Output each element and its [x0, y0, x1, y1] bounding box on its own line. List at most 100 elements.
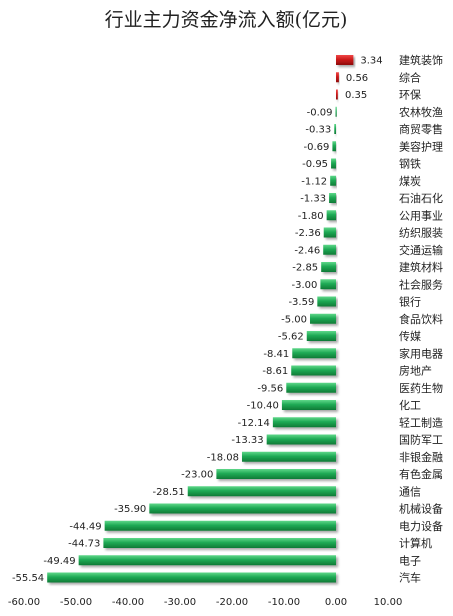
value-label-8: -1.33: [300, 194, 326, 205]
category-label-27: 电力设备: [399, 519, 443, 533]
value-label-0: 3.34: [360, 56, 382, 67]
x-axis: -60.00 -50.00 -40.00 -30.00 -20.00 -10.00 0.00…: [8, 597, 402, 608]
category-label-28: 计算机: [399, 536, 432, 550]
category-label-0: 建筑装饰: [399, 53, 443, 67]
bar-8: [329, 193, 336, 203]
category-label-14: 银行: [399, 295, 421, 309]
bar-4: [334, 124, 336, 134]
value-label-9: -1.80: [298, 211, 324, 222]
bar-12: [321, 262, 336, 272]
value-label-13: -3.00: [292, 280, 318, 291]
category-label-13: 社会服务: [399, 277, 443, 291]
category-label-19: 医药生物: [399, 381, 443, 395]
bar-18: [291, 365, 336, 376]
bar-17: [292, 348, 336, 359]
category-label-26: 机械设备: [399, 502, 443, 516]
value-label-7: -1.12: [301, 176, 327, 187]
category-label-10: 纺织服装: [399, 226, 443, 240]
category-label-22: 国防军工: [399, 433, 443, 447]
value-label-24: -23.00: [181, 470, 213, 481]
chart-title: 行业主力资金净流入额(亿元): [105, 9, 348, 31]
value-label-20: -10.40: [247, 401, 279, 412]
value-label-23: -18.08: [207, 452, 239, 463]
value-label-6: -0.95: [302, 159, 328, 170]
bar-21: [272, 417, 336, 428]
category-label-12: 建筑材料: [399, 260, 443, 274]
value-label-10: -2.36: [295, 228, 321, 239]
bar-10: [323, 227, 336, 238]
bar-2: [336, 89, 338, 100]
value-label-11: -2.46: [294, 245, 320, 256]
category-label-1: 综合: [399, 70, 421, 84]
category-label-21: 轻工制造: [399, 415, 443, 429]
x-tick-label-1: -50.00: [60, 597, 92, 608]
category-label-2: 环保: [399, 88, 421, 102]
bar-13: [320, 279, 336, 290]
value-label-12: -2.85: [292, 263, 318, 274]
category-label-8: 石油石化: [399, 191, 443, 205]
category-label-9: 公用事业: [399, 209, 443, 222]
x-tick-label-7: 10.00: [374, 597, 403, 608]
bar-26: [149, 503, 336, 514]
bar-22: [266, 434, 336, 445]
bar-29: [78, 555, 336, 566]
x-tick-label-5: -10.00: [268, 597, 300, 608]
bar-27: [104, 520, 336, 531]
value-label-4: -0.33: [305, 125, 331, 136]
category-label-30: 汽车: [399, 571, 421, 585]
bar-9: [326, 210, 336, 221]
bar-16: [306, 331, 336, 341]
value-label-27: -44.49: [69, 521, 101, 532]
category-label-16: 传媒: [399, 330, 421, 343]
x-tick-label-2: -40.00: [112, 597, 144, 608]
category-label-18: 房地产: [399, 364, 432, 378]
x-tick-label-3: -30.00: [164, 597, 196, 608]
category-label-3: 农林牧渔: [399, 105, 443, 119]
bar-24: [216, 469, 336, 479]
value-label-21: -12.14: [238, 418, 270, 429]
bar-3: [335, 106, 337, 117]
value-label-25: -28.51: [152, 487, 184, 498]
category-labels-layer: 建筑装饰综合环保农林牧渔商贸零售美容护理钢铁煤炭石油石化公用事业纺织服装交通运输…: [399, 53, 443, 585]
bar-25: [187, 486, 336, 497]
value-label-29: -49.49: [43, 556, 75, 567]
x-tick-label-0: -60.00: [8, 597, 40, 608]
value-label-5: -0.69: [304, 142, 330, 153]
bars-layer: [47, 55, 354, 583]
bar-19: [286, 382, 336, 393]
category-label-24: 有色金属: [399, 467, 443, 481]
value-label-28: -44.73: [68, 539, 100, 550]
bar-11: [323, 244, 336, 255]
category-label-4: 商贸零售: [399, 122, 443, 136]
value-label-30: -55.54: [12, 573, 44, 584]
bar-15: [310, 313, 336, 324]
category-label-23: 非银金融: [399, 450, 443, 464]
value-label-17: -8.41: [263, 349, 289, 360]
bar-30: [47, 572, 336, 583]
value-label-1: 0.56: [346, 73, 368, 84]
bar-14: [317, 296, 336, 307]
x-tick-label-4: -20.00: [216, 597, 248, 608]
bar-6: [331, 158, 336, 169]
category-label-17: 家用电器: [399, 346, 443, 360]
category-label-15: 食品饮料: [399, 312, 443, 326]
bar-0: [336, 55, 354, 65]
value-label-3: -0.09: [307, 107, 333, 118]
category-label-6: 钢铁: [399, 158, 421, 171]
value-label-2: 0.35: [345, 90, 367, 101]
value-label-22: -13.33: [231, 435, 263, 446]
bar-1: [336, 72, 339, 83]
value-label-15: -5.00: [281, 314, 307, 325]
value-label-14: -3.59: [288, 297, 314, 308]
value-label-16: -5.62: [278, 332, 304, 343]
value-label-18: -8.61: [262, 366, 288, 377]
category-label-7: 煤炭: [399, 175, 421, 188]
bar-28: [103, 538, 337, 548]
bar-20: [281, 400, 336, 410]
category-label-5: 美容护理: [399, 139, 443, 153]
category-label-11: 交通运输: [399, 243, 443, 257]
value-label-26: -35.90: [114, 504, 146, 515]
category-label-29: 电子: [399, 554, 421, 567]
x-tick-label-6: 0.00: [325, 597, 347, 608]
